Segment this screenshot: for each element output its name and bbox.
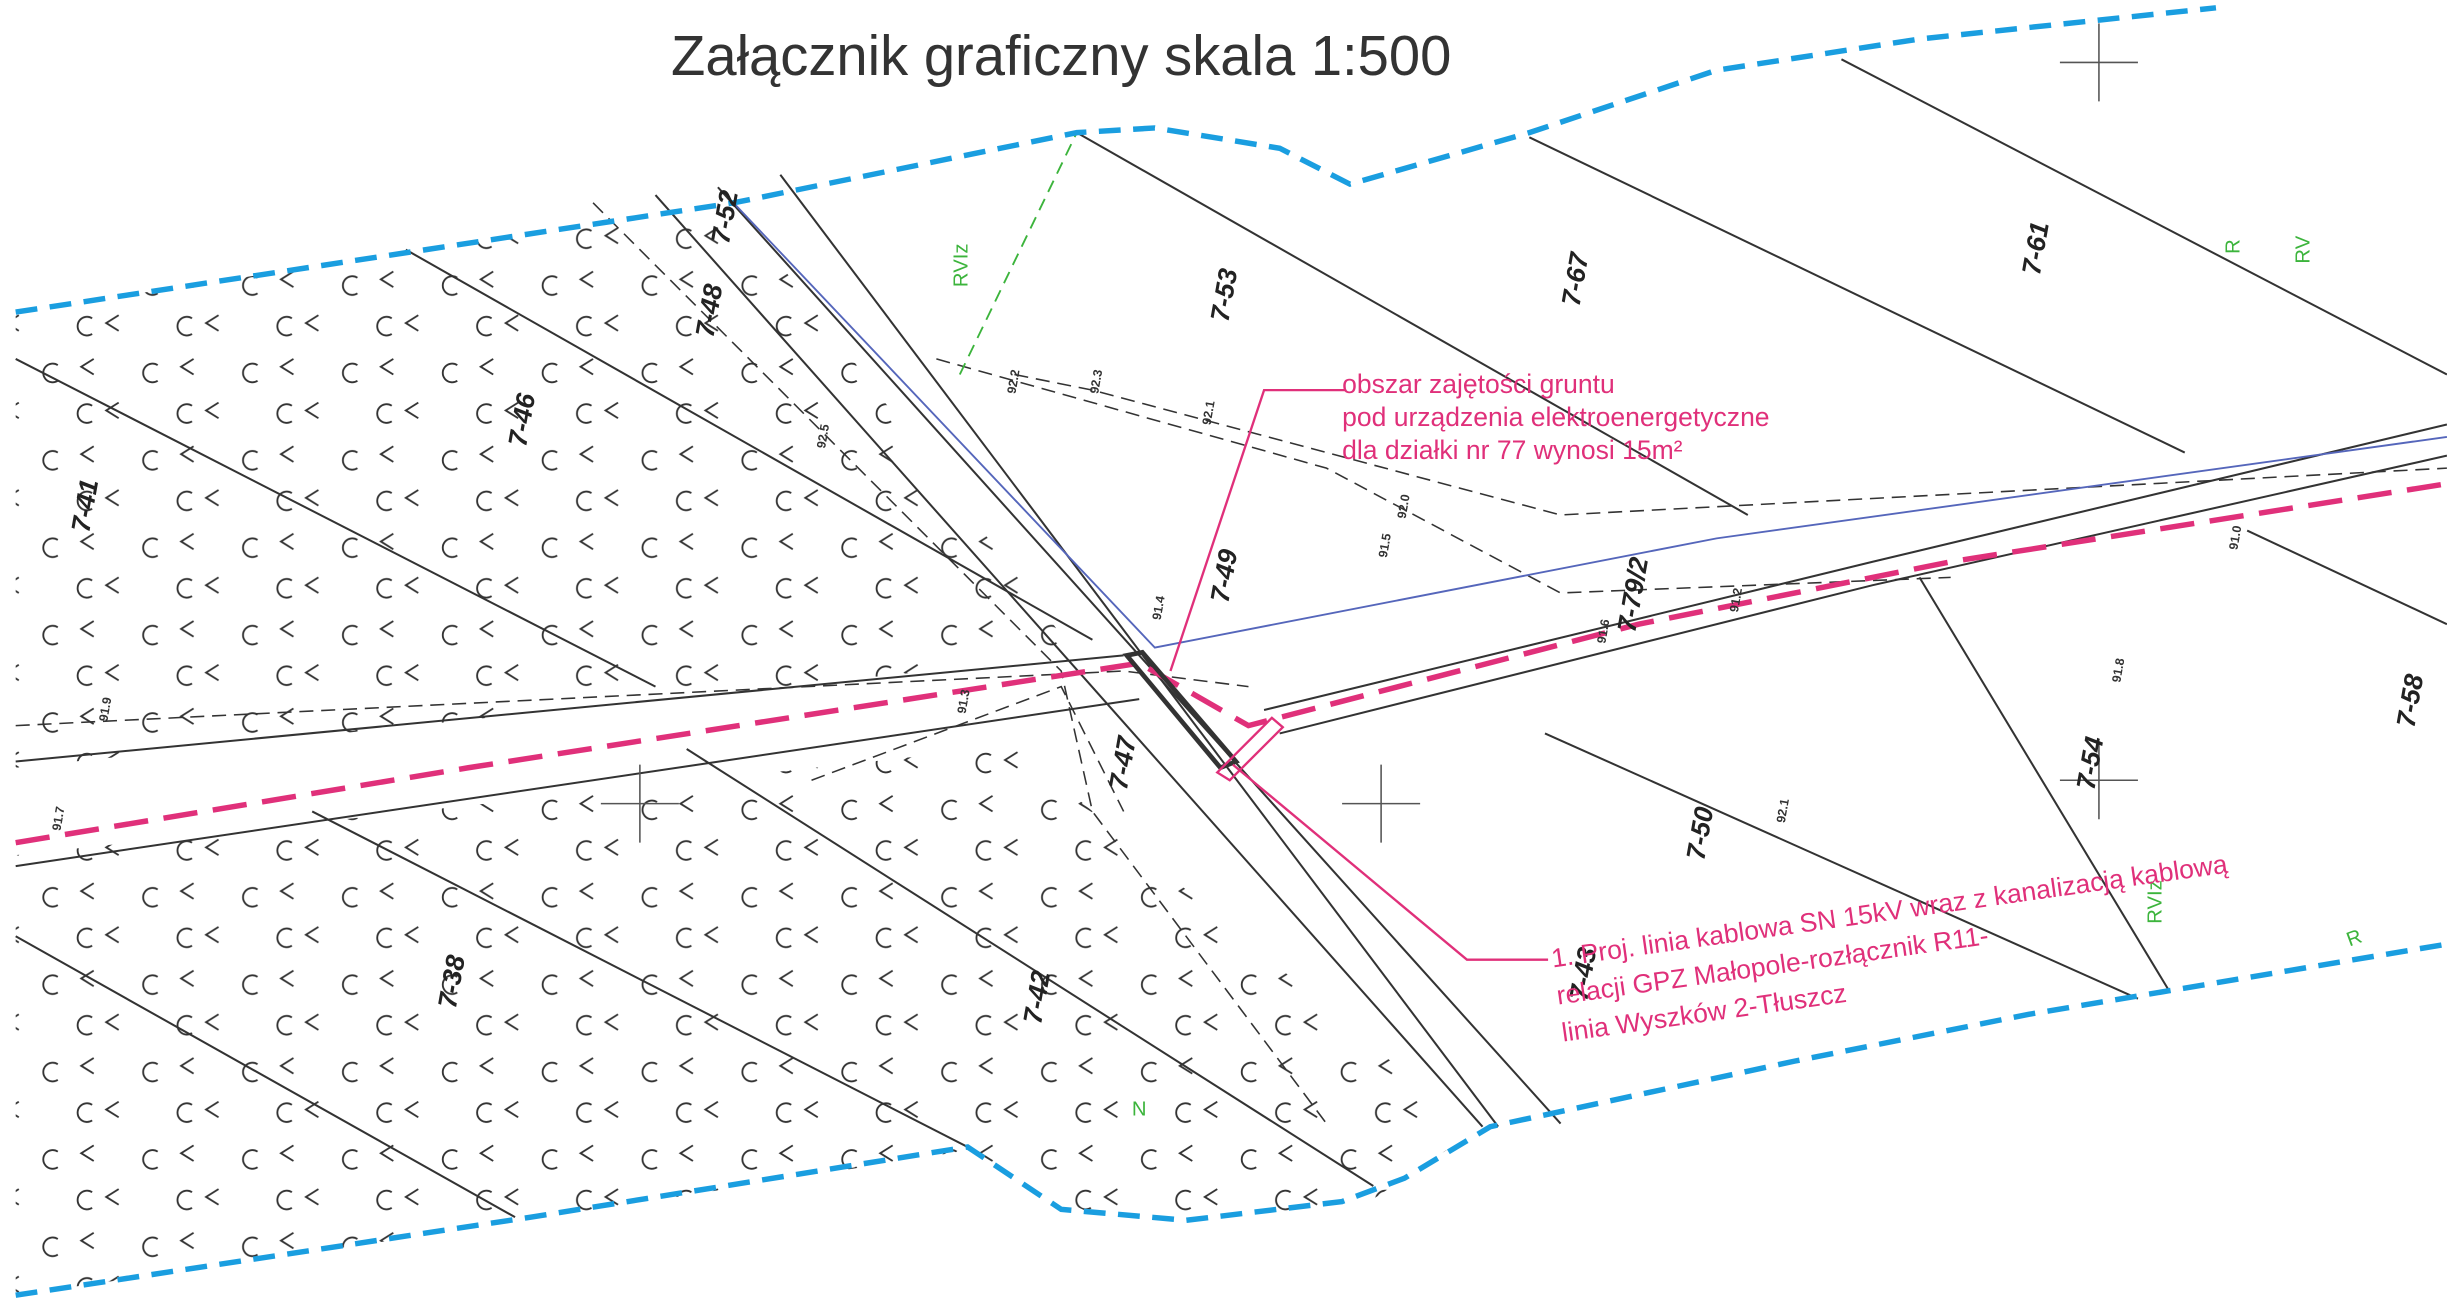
annotation-line: obszar zajętości gruntu <box>1342 369 1615 399</box>
land-class: RVIz <box>951 244 973 288</box>
annotation-line: pod urządzenia elektroenergetyczne <box>1342 402 1769 432</box>
land-class: R <box>2222 239 2244 254</box>
map: Załącznik graficzny skala 1:500 7-417-46… <box>0 0 2447 1303</box>
page: Załącznik graficzny skala 1:500 7-417-46… <box>0 0 2447 1303</box>
annotation-line: dla działki nr 77 wynosi 15m² <box>1342 435 1683 465</box>
map-title: Załącznik graficzny skala 1:500 <box>671 24 1451 87</box>
land-class: N <box>1132 1099 1147 1121</box>
land-class: RV <box>2293 235 2315 263</box>
